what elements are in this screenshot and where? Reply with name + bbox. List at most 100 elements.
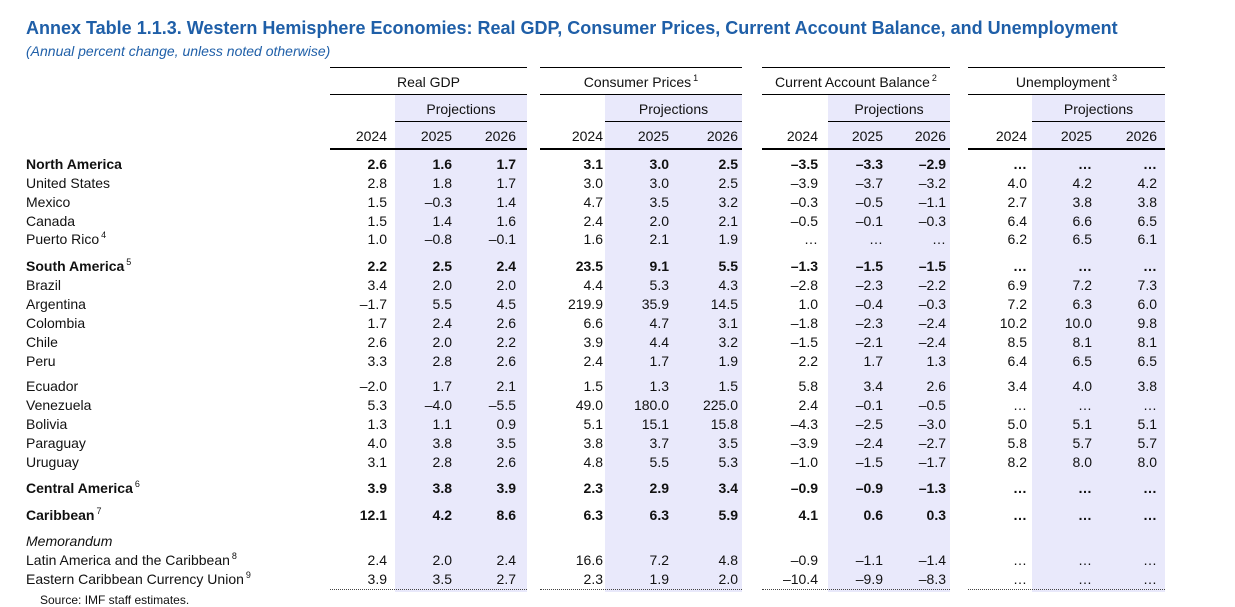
table-cell: –4.3 xyxy=(790,416,818,432)
table-cell: 8.5 xyxy=(1007,334,1027,350)
table-cell: 225.0 xyxy=(702,397,738,413)
table-cell: 5.3 xyxy=(718,454,738,470)
table-cell: 2.6 xyxy=(367,156,387,172)
table-cell: 2.7 xyxy=(1007,194,1027,210)
table-cell: 6.5 xyxy=(1072,231,1092,247)
table-cell: … xyxy=(1013,156,1027,172)
table-cell: 0.6 xyxy=(863,507,883,523)
footnote-marker: 1 xyxy=(693,73,699,83)
table-cell: –3.5 xyxy=(790,156,818,172)
projections-label: Projections xyxy=(638,101,709,117)
table-cell: 2.0 xyxy=(649,213,669,229)
row-label: Colombia xyxy=(26,315,85,331)
table-cell: –1.5 xyxy=(790,334,818,350)
row-label-text: Latin America and the Caribbean xyxy=(26,552,230,568)
group-header: Consumer Prices 1 xyxy=(540,73,742,90)
row-label: North America xyxy=(26,156,122,172)
table-cell: –2.4 xyxy=(855,435,883,451)
table-cell: 1.6 xyxy=(496,213,516,229)
row-label-text: South America xyxy=(26,258,125,274)
table-cell: 3.4 xyxy=(718,480,738,496)
table-cell: 10.2 xyxy=(999,315,1027,331)
table-cell: 5.7 xyxy=(1137,435,1157,451)
year-header: 2026 xyxy=(1125,128,1157,144)
table-cell: 1.8 xyxy=(432,175,452,191)
table-cell: 2.6 xyxy=(926,378,946,394)
table-row: Latin America and the Caribbean 8 2.4 2.0 2.… xyxy=(0,551,1235,571)
table-cell: –2.1 xyxy=(855,334,883,350)
table-cell: –0.5 xyxy=(855,194,883,210)
row-label-text: Central America xyxy=(26,480,133,496)
row-label-text: Bolivia xyxy=(26,416,68,432)
footnote-marker: 6 xyxy=(134,479,140,489)
year-header: 2026 xyxy=(484,128,516,144)
table-cell: … xyxy=(804,231,818,247)
table-cell: 1.3 xyxy=(367,416,387,432)
table-cell: 49.0 xyxy=(575,397,603,413)
row-label: Central America 6 xyxy=(26,479,140,496)
table-cell: 3.2 xyxy=(718,334,738,350)
table-cell: 5.5 xyxy=(432,296,452,312)
table-cell: … xyxy=(1013,258,1027,274)
table-cell: … xyxy=(1013,397,1027,413)
table-cell: 2.2 xyxy=(367,258,387,274)
table-cell: 4.5 xyxy=(496,296,516,312)
table-cell: –0.5 xyxy=(790,213,818,229)
projection-rule xyxy=(605,121,742,122)
table-cell: 1.7 xyxy=(496,156,516,172)
table-cell: –2.4 xyxy=(918,334,946,350)
table-cell: 6.4 xyxy=(1007,353,1027,369)
row-label: Mexico xyxy=(26,194,70,210)
table-cell: 3.0 xyxy=(649,175,669,191)
table-row: Venezuela 5.3 –4.0 –5.5 49.0 180.0 225.0 2.4 –0.… xyxy=(0,397,1235,416)
header-bottom-rule xyxy=(330,148,527,150)
table-cell: 15.8 xyxy=(710,416,738,432)
row-label: United States xyxy=(26,175,110,191)
table-cell: –2.9 xyxy=(918,156,946,172)
group-header: Current Account Balance 2 xyxy=(762,73,950,90)
table-cell: 2.7 xyxy=(496,571,516,587)
table-cell: –0.9 xyxy=(790,552,818,568)
row-label-text: North America xyxy=(26,156,122,172)
table-cell: –1.7 xyxy=(918,454,946,470)
table-cell: 2.3 xyxy=(583,480,603,496)
table-cell: 8.0 xyxy=(1072,454,1092,470)
table-cell: 10.0 xyxy=(1064,315,1092,331)
table-cell: 6.3 xyxy=(1072,296,1092,312)
table-cell: 5.0 xyxy=(1007,416,1027,432)
table-row: Caribbean 7 12.1 4.2 8.6 6.3 6.3 5.9 4.1 0.6 0.3 … …… xyxy=(0,506,1235,526)
table-cell: 6.9 xyxy=(1007,277,1027,293)
table-cell: –0.1 xyxy=(855,397,883,413)
table-cell: … xyxy=(1078,156,1092,172)
table-cell: 4.7 xyxy=(649,315,669,331)
table-cell: 4.2 xyxy=(1137,175,1157,191)
table-row: Chile 2.6 2.0 2.2 3.9 4.4 3.2 –1.5 –2.1 –2.4 8.5 8.… xyxy=(0,334,1235,353)
table-row: Mexico 1.5 –0.3 1.4 4.7 3.5 3.2 –0.3 –0.5 –1.1 2.7… xyxy=(0,194,1235,213)
table-cell: 6.5 xyxy=(1072,353,1092,369)
row-label: Eastern Caribbean Currency Union 9 xyxy=(26,570,251,587)
year-header: 2025 xyxy=(637,128,669,144)
table-cell: 3.1 xyxy=(718,315,738,331)
table-cell: 2.4 xyxy=(432,315,452,331)
table-row: Ecuador –2.0 1.7 2.1 1.5 1.3 1.5 5.8 3.4 2.6 3.4 4.… xyxy=(0,378,1235,397)
group-header-label: Unemployment xyxy=(1015,74,1111,90)
table-cell: –1.1 xyxy=(918,194,946,210)
table-cell: 8.6 xyxy=(496,507,516,523)
table-cell: 4.8 xyxy=(718,552,738,568)
table-cell: 2.4 xyxy=(496,258,516,274)
table-cell: –1.7 xyxy=(359,296,387,312)
table-row: Central America 6 3.9 3.8 3.9 2.3 2.9 3.4 –0.9 –0… xyxy=(0,479,1235,499)
projections-label: Projections xyxy=(854,101,924,117)
row-label-text: Mexico xyxy=(26,194,71,210)
table-cell: 1.6 xyxy=(583,231,603,247)
year-header: 2025 xyxy=(1060,128,1092,144)
table-cell: 7.3 xyxy=(1137,277,1157,293)
table-cell: 2.4 xyxy=(798,397,818,413)
table-cell: 2.6 xyxy=(496,454,516,470)
table-cell: … xyxy=(1078,507,1092,523)
row-label-text: Peru xyxy=(26,353,56,369)
table-subtitle: (Annual percent change, unless noted oth… xyxy=(26,43,331,59)
table-row: Colombia 1.7 2.4 2.6 6.6 4.7 3.1 –1.8 –2.3 –2.4 10… xyxy=(0,315,1235,334)
table-cell: 2.0 xyxy=(718,571,738,587)
table-bottom-rule xyxy=(762,589,950,590)
